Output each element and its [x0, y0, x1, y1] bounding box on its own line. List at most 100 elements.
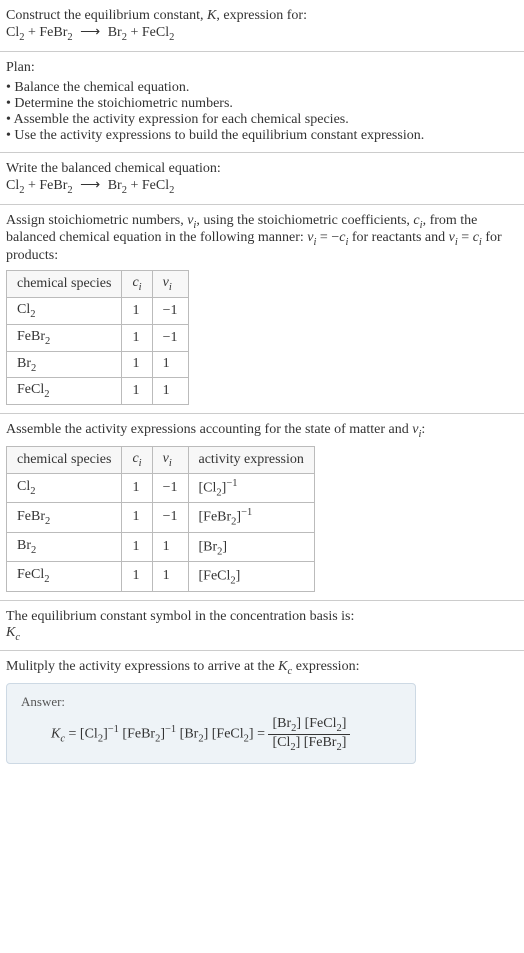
- cell-species: Br2: [7, 532, 122, 561]
- col-activity: activity expression: [188, 446, 314, 473]
- sp-sub: 2: [30, 309, 35, 320]
- cell-species: FeCl2: [7, 562, 122, 591]
- cell-activity: [FeBr2]−1: [188, 503, 314, 532]
- stoich-table: chemical species ci νi Cl2 1 −1 FeBr2 1 …: [6, 270, 189, 405]
- prompt-line: Construct the equilibrium constant, K, e…: [6, 8, 518, 24]
- balanced-equation: Cl2 + FeBr2 ⟶ Br2 + FeCl2: [6, 177, 518, 196]
- reaction-arrow: ⟶: [76, 177, 104, 194]
- species: FeBr: [39, 25, 67, 40]
- act-close: ]: [236, 569, 241, 584]
- multiply-section: Mulitply the activity expressions to arr…: [0, 651, 524, 771]
- cell-activity: [Cl2]−1: [188, 473, 314, 502]
- table-row: Br2 1 1 [Br2]: [7, 532, 315, 561]
- table-row: Cl2 1 −1 [Cl2]−1: [7, 473, 315, 502]
- term: [Br: [272, 716, 291, 731]
- term: [Cl: [272, 735, 290, 750]
- sp-sub: 2: [31, 362, 36, 373]
- sp: Cl: [17, 302, 30, 317]
- text: expression:: [292, 659, 359, 674]
- cell-nui: 1: [152, 562, 188, 591]
- stoich-section: Assign stoichiometric numbers, νi, using…: [0, 205, 524, 415]
- act-base: [Br: [199, 539, 218, 554]
- eq: =: [254, 727, 269, 742]
- cell-ci: 1: [122, 351, 152, 378]
- term: [FeCl: [305, 716, 337, 731]
- answer-label: Answer:: [21, 694, 401, 710]
- plan-item: Determine the stoichiometric numbers.: [6, 96, 518, 112]
- prompt-text-post: , expression for:: [216, 8, 307, 23]
- sp-sub: 2: [45, 515, 50, 526]
- cell-ci: 1: [122, 297, 152, 324]
- species: FeCl: [142, 178, 169, 193]
- text: :: [421, 422, 425, 437]
- cell-nui: 1: [152, 351, 188, 378]
- nui-sub: i: [169, 282, 172, 293]
- text: Mulitply the activity expressions to arr…: [6, 659, 278, 674]
- nui-sub: i: [169, 458, 172, 469]
- sp: FeBr: [17, 509, 45, 524]
- term-close: ]: [296, 716, 304, 731]
- sp-sub: 2: [31, 545, 36, 556]
- cell-activity: [FeCl2]: [188, 562, 314, 591]
- species: Cl: [6, 25, 19, 40]
- act-base: [FeCl: [199, 569, 231, 584]
- plan-title: Plan:: [6, 60, 518, 76]
- k-sub: c: [15, 631, 20, 642]
- table-row: Cl2 1 −1: [7, 297, 189, 324]
- cell-species: Cl2: [7, 473, 122, 502]
- subscript: 2: [169, 185, 174, 196]
- kc: K: [51, 727, 60, 742]
- col-species: chemical species: [7, 446, 122, 473]
- kc-line: The equilibrium constant symbol in the c…: [6, 609, 518, 625]
- prompt-section: Construct the equilibrium constant, K, e…: [0, 0, 524, 52]
- ci-sub: i: [139, 282, 142, 293]
- plan-item: Assemble the activity expression for eac…: [6, 112, 518, 128]
- term-close: ]: [296, 735, 304, 750]
- prompt-text: Construct the equilibrium constant,: [6, 8, 207, 23]
- sp: FeCl: [17, 382, 44, 397]
- cell-nui: −1: [152, 297, 188, 324]
- sp-sub: 2: [30, 486, 35, 497]
- act-base: [FeBr: [199, 510, 232, 525]
- term: [Cl: [80, 727, 98, 742]
- cell-species: FeBr2: [7, 324, 122, 351]
- reaction-arrow: ⟶: [76, 24, 104, 41]
- text: Assign stoichiometric numbers,: [6, 213, 187, 228]
- sp: Br: [17, 356, 31, 371]
- subscript: 2: [122, 185, 127, 196]
- table-row: FeBr2 1 −1 [FeBr2]−1: [7, 503, 315, 532]
- subscript: 2: [169, 32, 174, 43]
- plan-section: Plan: Balance the chemical equation. Det…: [0, 52, 524, 153]
- cell-ci: 1: [122, 378, 152, 405]
- multiply-line: Mulitply the activity expressions to arr…: [6, 659, 518, 677]
- table-header-row: chemical species ci νi: [7, 271, 189, 298]
- col-species: chemical species: [7, 271, 122, 298]
- kc-value: Kc: [6, 625, 518, 643]
- sp: Br: [17, 538, 31, 553]
- cell-nui: −1: [152, 473, 188, 502]
- cell-species: FeBr2: [7, 503, 122, 532]
- cell-ci: 1: [122, 532, 152, 561]
- fraction-numerator: [Br2] [FeCl2]: [268, 716, 350, 735]
- term-close: ]: [204, 727, 209, 742]
- term-close: ]: [342, 716, 347, 731]
- subscript: 2: [67, 32, 72, 43]
- col-nui: νi: [152, 271, 188, 298]
- cell-nui: 1: [152, 532, 188, 561]
- species: FeBr: [39, 178, 67, 193]
- table-row: FeBr2 1 −1: [7, 324, 189, 351]
- cell-activity: [Br2]: [188, 532, 314, 561]
- table-row: FeCl2 1 1: [7, 378, 189, 405]
- term: [Br: [180, 727, 199, 742]
- col-ci: ci: [122, 446, 152, 473]
- act-close: ]: [222, 539, 227, 554]
- term-sup: −1: [165, 724, 176, 735]
- sp-sub: 2: [44, 389, 49, 400]
- k-symbol: K: [207, 8, 216, 23]
- cell-ci: 1: [122, 503, 152, 532]
- text: =: [458, 230, 473, 245]
- cell-ci: 1: [122, 473, 152, 502]
- reaction-equation: Cl2 + FeBr2 ⟶ Br2 + FeCl2: [6, 24, 518, 43]
- stoich-intro: Assign stoichiometric numbers, νi, using…: [6, 213, 518, 265]
- activity-intro: Assemble the activity expressions accoun…: [6, 422, 518, 440]
